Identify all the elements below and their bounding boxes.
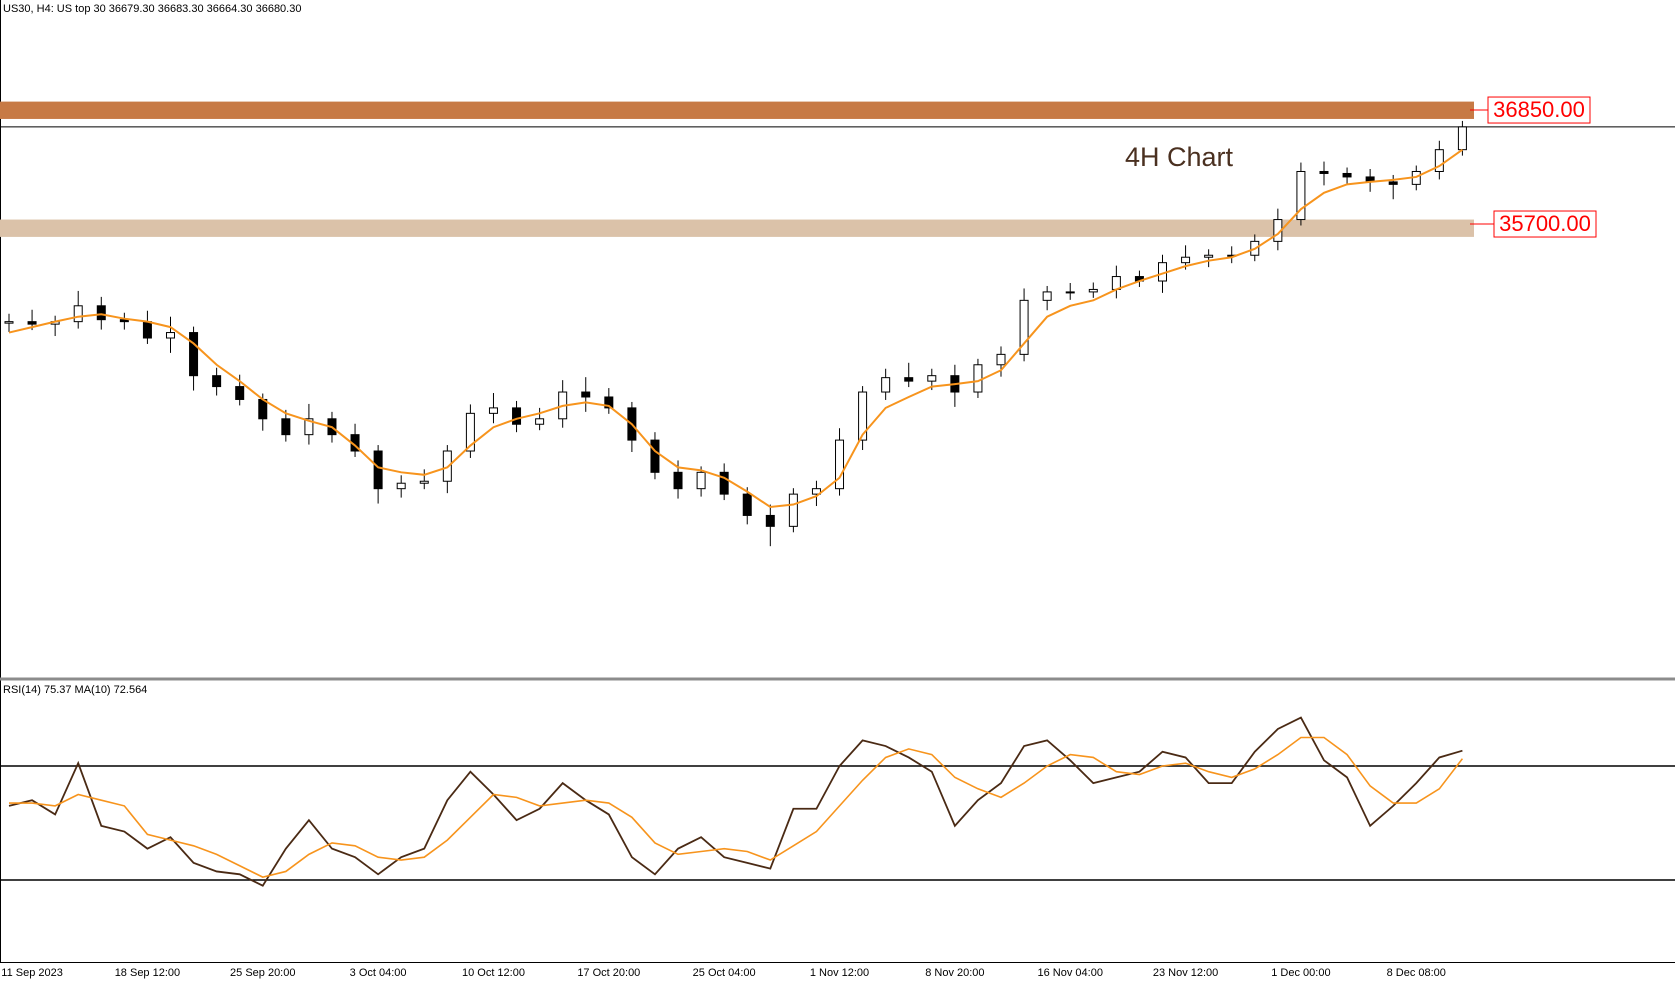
zone-label: 35700.00: [1499, 211, 1591, 236]
candle-body: [212, 375, 222, 388]
candle-body: [281, 418, 291, 436]
candle-body: [604, 396, 614, 409]
candle-body: [581, 391, 591, 398]
x-tick-label: 16 Nov 04:00: [1038, 967, 1103, 979]
candle-body: [719, 471, 729, 495]
candle-body: [835, 439, 845, 490]
candle-body: [650, 439, 660, 473]
candle-body: [419, 480, 429, 484]
zone-label-box: [1493, 210, 1597, 238]
candle-body: [881, 377, 891, 393]
candle-body: [811, 488, 821, 495]
candle-body: [1296, 170, 1306, 221]
candle-body: [1434, 149, 1444, 172]
x-tick-label: 23 Nov 12:00: [1153, 967, 1218, 979]
rsi-line: [9, 736, 1464, 878]
x-tick-label: 25 Oct 04:00: [693, 967, 756, 979]
candle-body: [4, 321, 14, 324]
candle-body: [1457, 126, 1467, 151]
candle-body: [1088, 288, 1098, 293]
x-tick-label: 18 Sep 12:00: [115, 967, 180, 979]
rsi-line: [8, 716, 1463, 887]
candle-body: [373, 450, 383, 490]
candle-body: [488, 407, 498, 414]
candle-body: [788, 493, 798, 527]
x-tick-label: 8 Dec 08:00: [1387, 967, 1446, 979]
moving-average: [8, 148, 1463, 509]
candle-body: [535, 418, 545, 425]
candle-body: [973, 364, 983, 393]
candle-body: [904, 377, 914, 382]
x-tick-label: 25 Sep 20:00: [230, 967, 295, 979]
candle-body: [1019, 299, 1029, 355]
candle-body: [396, 482, 406, 490]
zone-label: 36850.00: [1493, 97, 1585, 122]
zone: [0, 219, 1474, 237]
candle-body: [1065, 291, 1075, 294]
x-tick-label: 8 Nov 20:00: [925, 967, 984, 979]
candle-body: [858, 391, 868, 441]
candle-body: [742, 493, 752, 516]
candle-body: [27, 321, 37, 325]
candle-body: [1342, 172, 1352, 178]
candle-body: [235, 386, 245, 400]
x-tick-label: 17 Oct 20:00: [577, 967, 640, 979]
x-tick-label: 1 Nov 12:00: [810, 967, 869, 979]
candle-body: [1388, 181, 1398, 185]
x-tick-label: 1 Dec 00:00: [1271, 967, 1330, 979]
candle-body: [1181, 256, 1191, 264]
candle-body: [696, 471, 706, 490]
candle-body: [1042, 291, 1052, 301]
candle-body: [996, 353, 1006, 366]
candle-body: [73, 305, 83, 323]
candle-body: [765, 514, 775, 527]
candle-body: [189, 332, 199, 377]
candle-body: [142, 321, 152, 339]
zone-label-box: [1487, 96, 1591, 124]
candle-body: [512, 407, 522, 425]
candle-body: [927, 375, 937, 382]
zone: [0, 101, 1474, 119]
candle-body: [673, 471, 683, 490]
annotation: 4H Chart: [1125, 142, 1234, 172]
candle-body: [165, 332, 175, 339]
candle-body: [258, 398, 268, 420]
candle-body: [96, 305, 106, 321]
candle-body: [304, 418, 314, 436]
candle-body: [1319, 170, 1329, 174]
x-tick-label: 11 Sep 2023: [1, 967, 63, 979]
chart-header: US30, H4: US top 30 36679.30 36683.30 36…: [3, 3, 301, 15]
rsi-title: RSI(14) 75.37 MA(10) 72.564: [3, 684, 147, 696]
candle-body: [465, 412, 475, 452]
x-tick-label: 3 Oct 04:00: [350, 967, 407, 979]
candle-body: [1204, 254, 1214, 258]
x-tick-label: 10 Oct 12:00: [462, 967, 525, 979]
